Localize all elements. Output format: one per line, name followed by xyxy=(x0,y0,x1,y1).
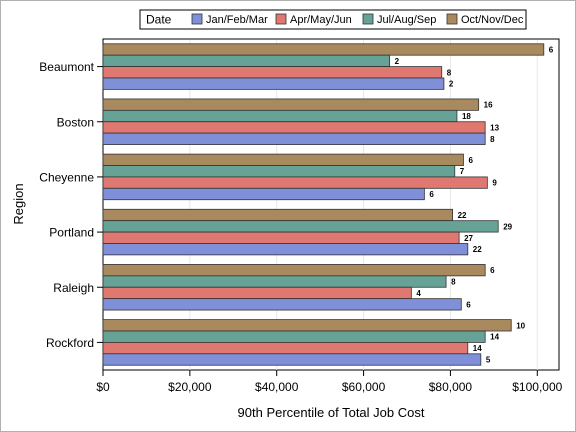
legend-label: Apr/May/Jun xyxy=(290,14,352,26)
y-axis-title: Region xyxy=(11,183,26,224)
x-tick-label: $0 xyxy=(96,380,110,394)
x-tick-label: $20,000 xyxy=(168,380,212,394)
legend-title: Date xyxy=(146,13,172,27)
bar-data-label: 16 xyxy=(484,101,493,110)
bar xyxy=(102,43,545,56)
bar-data-label: 6 xyxy=(549,45,554,54)
bar xyxy=(102,121,486,134)
y-tick-label: Beaumont xyxy=(39,60,94,74)
bar xyxy=(102,132,486,145)
bar-data-label: 7 xyxy=(460,167,465,176)
bar xyxy=(102,342,469,355)
plot-area-frame xyxy=(102,38,560,371)
bar xyxy=(102,54,391,67)
y-tick-label: Portland xyxy=(49,226,94,240)
bar-data-label: 5 xyxy=(486,356,491,365)
bar-data-label: 22 xyxy=(473,245,482,254)
y-tick-label: Boston xyxy=(57,115,94,129)
bar xyxy=(102,220,499,233)
bar-data-label: 6 xyxy=(429,190,434,199)
bars xyxy=(102,43,545,366)
bar-data-label: 27 xyxy=(464,234,473,243)
bar xyxy=(102,77,445,90)
bar xyxy=(102,98,480,111)
x-tick-label: $60,000 xyxy=(342,380,386,394)
legend-label: Jul/Aug/Sep xyxy=(377,14,436,26)
x-axis-title: 90th Percentile of Total Job Cost xyxy=(238,405,425,420)
bar-data-label: 2 xyxy=(449,80,454,89)
bar xyxy=(102,176,488,189)
bar xyxy=(102,319,512,332)
bar xyxy=(102,330,486,343)
y-tick-label: Cheyenne xyxy=(39,170,94,184)
legend-box xyxy=(139,9,527,30)
bar-data-label: 8 xyxy=(451,278,456,287)
bar-data-label: 10 xyxy=(516,321,525,330)
bar-data-label: 22 xyxy=(458,211,467,220)
y-tick-label: Rockford xyxy=(46,336,94,350)
bar xyxy=(102,264,486,277)
legend-label: Oct/Nov/Dec xyxy=(461,14,524,26)
bar-data-label: 6 xyxy=(468,156,473,165)
bar xyxy=(102,275,447,288)
bar xyxy=(102,286,412,300)
bar xyxy=(102,231,460,244)
bar xyxy=(102,353,482,366)
bar-data-label: 6 xyxy=(466,300,471,309)
bar-data-label: 13 xyxy=(490,123,499,132)
gridlines xyxy=(189,40,538,370)
bar-data-label: 29 xyxy=(503,222,512,231)
bar-data-label: 6 xyxy=(490,266,495,275)
x-tick-label: $80,000 xyxy=(429,380,473,394)
x-tick-label: $100,000 xyxy=(512,380,562,394)
bar-data-label: 8 xyxy=(447,68,452,77)
bar-data-label: 18 xyxy=(462,112,471,121)
legend-swatch xyxy=(446,13,458,25)
legend-swatch xyxy=(275,13,287,25)
bar-data-label: 2 xyxy=(395,57,400,66)
bar-data-label: 4 xyxy=(416,289,421,298)
y-axis: Beaumont Boston Cheyenne Portland Raleigh Roc… xyxy=(39,60,103,350)
bar-data-label: 9 xyxy=(492,179,497,188)
legend-swatch xyxy=(191,13,203,25)
bar xyxy=(102,66,443,79)
x-axis: $0 $20,000 $40,000 $60,000 $80,000 $100,000 xyxy=(96,370,563,394)
bar xyxy=(102,109,458,123)
y-tick-label: Raleigh xyxy=(53,281,94,295)
bar-data-label: 14 xyxy=(490,333,499,342)
bar xyxy=(102,153,464,166)
bar xyxy=(102,243,469,256)
legend-swatch xyxy=(362,13,374,25)
bar xyxy=(102,208,454,222)
bar xyxy=(102,187,425,201)
legend-label: Jan/Feb/Mar xyxy=(206,14,268,26)
bar-data-label: 8 xyxy=(490,135,495,144)
bar xyxy=(102,298,462,311)
bar-data-label: 14 xyxy=(473,344,482,353)
bar xyxy=(102,165,456,178)
legend: Date Jan/Feb/Mar Apr/May/Jun Jul/Aug/Sep Oc… xyxy=(139,9,527,30)
x-tick-label: $40,000 xyxy=(255,380,299,394)
